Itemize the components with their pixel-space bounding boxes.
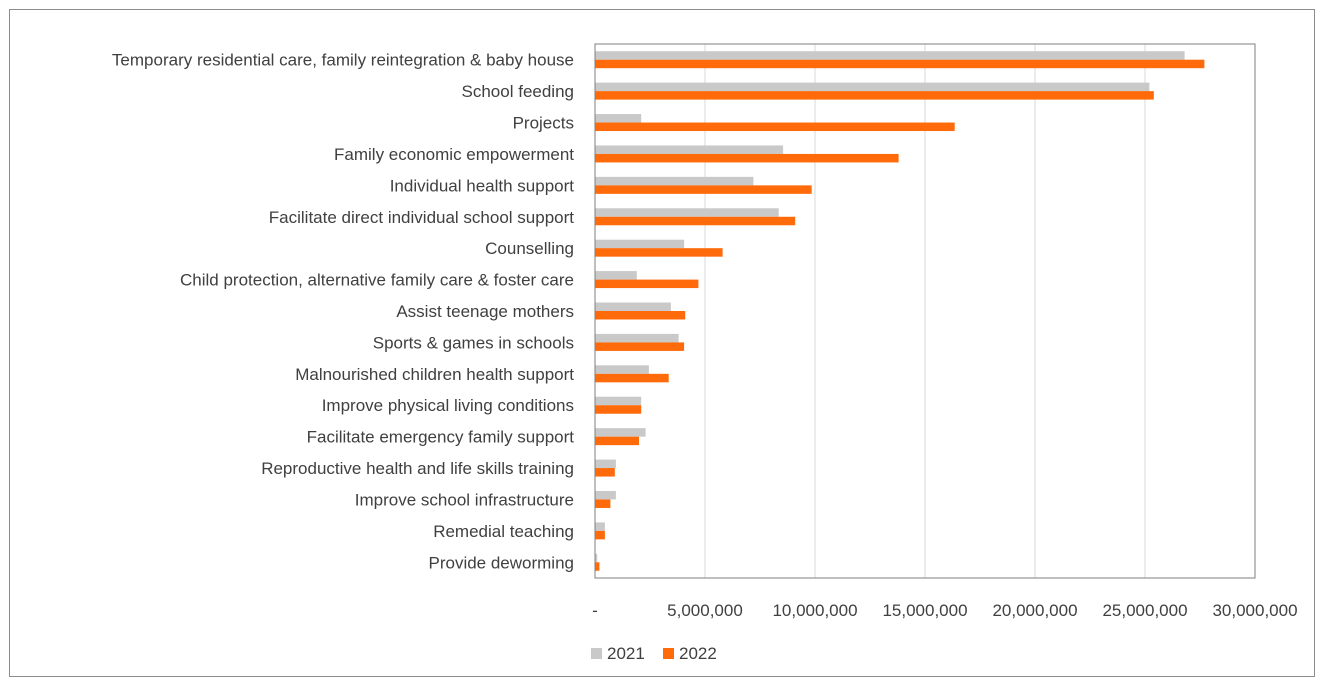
plot-area-border bbox=[594, 43, 1256, 579]
legend-swatch-2022 bbox=[663, 648, 674, 659]
bar-2021 bbox=[595, 82, 1150, 92]
bar-2021 bbox=[595, 396, 642, 406]
chart-frame: Temporary residential care, family reint… bbox=[9, 9, 1315, 677]
bar-2021 bbox=[595, 333, 679, 343]
category-label: Counselling bbox=[485, 239, 574, 258]
axes bbox=[594, 43, 1256, 579]
bar-2021 bbox=[595, 302, 671, 311]
x-tick-label: 15,000,000 bbox=[882, 601, 967, 620]
bar-2022 bbox=[595, 122, 955, 132]
bar-2021 bbox=[595, 522, 605, 531]
x-tick-label: - bbox=[592, 601, 598, 620]
category-label: Individual health support bbox=[390, 176, 575, 195]
horizontal-bar-chart: Temporary residential care, family reint… bbox=[112, 43, 1298, 663]
category-label: School feeding bbox=[462, 82, 574, 101]
bar-2021 bbox=[595, 51, 1185, 60]
bar-2022 bbox=[595, 185, 812, 194]
category-label: Temporary residential care, family reint… bbox=[112, 51, 574, 70]
bar-2022 bbox=[595, 91, 1154, 100]
x-tick-label: 10,000,000 bbox=[772, 601, 857, 620]
category-label: Facilitate emergency family support bbox=[307, 428, 575, 447]
category-label: Projects bbox=[513, 114, 574, 133]
bar-2021 bbox=[595, 208, 779, 217]
bar-2021 bbox=[595, 428, 646, 437]
bar-2021 bbox=[595, 145, 784, 154]
bar-2022 bbox=[595, 59, 1205, 69]
category-label: Remedial teaching bbox=[433, 522, 574, 541]
bar-2022 bbox=[595, 216, 796, 226]
bar-2022 bbox=[595, 530, 605, 540]
bar-2022 bbox=[595, 248, 723, 257]
legend-label-2022: 2022 bbox=[679, 644, 717, 663]
category-label: Family economic empowerment bbox=[334, 145, 574, 164]
category-label: Provide deworming bbox=[428, 553, 574, 572]
bar-2022 bbox=[595, 342, 685, 351]
bar-2022 bbox=[595, 436, 639, 446]
gridlines bbox=[704, 44, 1146, 578]
category-label: Improve school infrastructure bbox=[355, 490, 574, 509]
bar-2021 bbox=[595, 239, 685, 249]
bar-2022 bbox=[595, 499, 611, 508]
x-tick-label: 25,000,000 bbox=[1102, 601, 1187, 620]
bar-2021 bbox=[595, 490, 616, 500]
category-labels: Temporary residential care, family reint… bbox=[112, 51, 574, 573]
legend: 2021 2022 bbox=[591, 644, 717, 663]
x-tick-label: 30,000,000 bbox=[1212, 601, 1297, 620]
legend-label-2021: 2021 bbox=[607, 644, 645, 663]
legend-swatch-2021 bbox=[591, 648, 602, 659]
bar-2022 bbox=[595, 562, 600, 571]
bar-2022 bbox=[595, 311, 686, 320]
bar-2022 bbox=[595, 373, 669, 383]
bar-2022 bbox=[595, 153, 899, 163]
x-tick-labels: - 5,000,000 10,000,000 15,000,000 20,000,000… bbox=[592, 601, 1297, 620]
bar-2021 bbox=[595, 365, 649, 374]
bar-2022 bbox=[595, 279, 699, 289]
x-tick-label: 20,000,000 bbox=[992, 601, 1077, 620]
category-label: Reproductive health and life skills trai… bbox=[261, 459, 574, 478]
x-tick-label: 5,000,000 bbox=[667, 601, 743, 620]
bar-2021 bbox=[595, 114, 642, 123]
category-label: Improve physical living conditions bbox=[322, 396, 574, 415]
bar-2021 bbox=[595, 459, 616, 469]
category-label: Assist teenage mothers bbox=[396, 302, 574, 321]
bar-2022 bbox=[595, 468, 615, 477]
bar-2022 bbox=[595, 405, 642, 414]
bar-2021 bbox=[595, 271, 637, 280]
bars bbox=[595, 51, 1205, 571]
category-label: Malnourished children health support bbox=[295, 365, 574, 384]
bar-2021 bbox=[595, 176, 754, 186]
category-label: Facilitate direct individual school supp… bbox=[269, 208, 574, 227]
category-label: Sports & games in schools bbox=[373, 333, 574, 352]
category-label: Child protection, alternative family car… bbox=[180, 271, 574, 290]
bar-2021 bbox=[595, 553, 598, 563]
